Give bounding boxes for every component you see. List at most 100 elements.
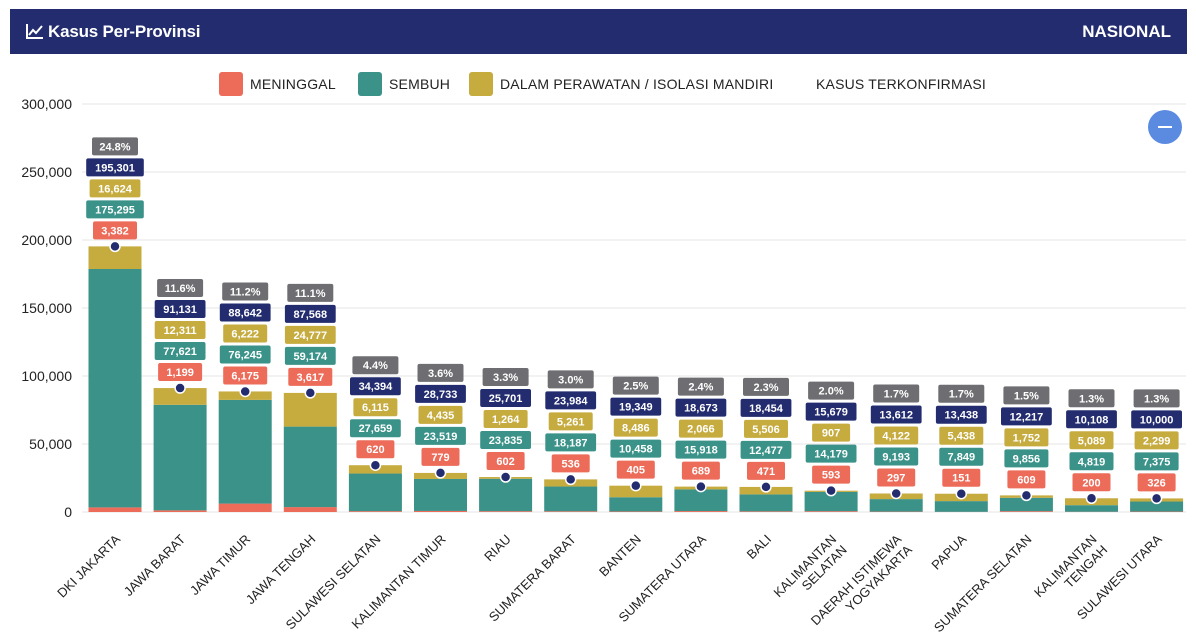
total-marker bbox=[499, 471, 512, 483]
x-category-line: JAWA TIMUR bbox=[187, 532, 253, 598]
label-percent: 2.4% bbox=[688, 382, 713, 394]
label-percent-box bbox=[743, 377, 789, 396]
label-percent: 1.5% bbox=[1014, 390, 1039, 402]
label-dalam-perawatan-box bbox=[1134, 431, 1179, 450]
y-tick-label: 200,000 bbox=[21, 232, 72, 248]
label-terkonfirmasi: 10,108 bbox=[1075, 414, 1109, 426]
label-sembuh-box bbox=[874, 447, 919, 466]
label-dalam-perawatan: 1,752 bbox=[1013, 432, 1041, 444]
x-category-label: DKI JAKARTA bbox=[54, 531, 123, 600]
total-marker bbox=[174, 382, 186, 394]
bar-meninggal bbox=[804, 511, 858, 512]
bar-sembuh bbox=[869, 499, 923, 512]
label-terkonfirmasi: 28,733 bbox=[424, 389, 458, 401]
label-percent: 4.4% bbox=[363, 360, 388, 372]
label-terkonfirmasi-box bbox=[480, 389, 531, 408]
bar-sembuh bbox=[414, 478, 467, 511]
label-dalam-perawatan: 5,261 bbox=[557, 416, 585, 428]
label-dalam-perawatan-box bbox=[483, 410, 528, 429]
total-marker bbox=[369, 459, 382, 471]
label-terkonfirmasi-box bbox=[154, 300, 206, 319]
label-percent-box bbox=[92, 137, 138, 156]
label-meninggal: 3,382 bbox=[101, 225, 129, 237]
total-marker bbox=[1085, 492, 1098, 505]
legend-item-kasus-terkonfirmasi[interactable]: KASUS TERKONFIRMASI bbox=[816, 72, 986, 96]
label-sembuh-box bbox=[154, 342, 206, 361]
label-sembuh: 14,179 bbox=[814, 449, 848, 461]
label-percent-box bbox=[1068, 389, 1115, 408]
legend-label: KASUS TERKONFIRMASI bbox=[816, 76, 987, 92]
bar-sembuh bbox=[153, 404, 207, 511]
label-dalam-perawatan-box bbox=[744, 419, 788, 438]
label-percent: 11.1% bbox=[295, 288, 326, 300]
label-dalam-perawatan: 12,311 bbox=[164, 325, 197, 337]
y-tick-label: 0 bbox=[64, 504, 72, 520]
total-marker bbox=[890, 487, 902, 500]
bar-meninggal bbox=[479, 511, 533, 512]
label-terkonfirmasi: 15,679 bbox=[814, 407, 848, 419]
label-percent-box bbox=[873, 384, 920, 403]
bar-meninggal bbox=[218, 503, 272, 512]
label-dalam-perawatan-box bbox=[353, 398, 398, 417]
label-terkonfirmasi-box bbox=[219, 303, 271, 322]
bar-sembuh bbox=[283, 426, 337, 508]
y-tick-label: 100,000 bbox=[21, 368, 72, 384]
total-marker bbox=[1020, 489, 1033, 502]
label-meninggal-box bbox=[1072, 473, 1111, 492]
bar-meninggal bbox=[414, 510, 467, 512]
label-dalam-perawatan: 4,122 bbox=[882, 430, 910, 442]
label-terkonfirmasi-box bbox=[350, 377, 401, 396]
label-dalam-perawatan-box bbox=[1004, 428, 1049, 447]
label-dalam-perawatan: 6,115 bbox=[362, 402, 389, 414]
label-meninggal: 297 bbox=[887, 472, 905, 484]
label-sembuh: 77,621 bbox=[163, 346, 197, 358]
label-terkonfirmasi-box bbox=[870, 405, 922, 424]
x-category-label: BALI bbox=[744, 532, 775, 563]
label-percent-box bbox=[677, 377, 724, 396]
label-meninggal: 3,617 bbox=[297, 372, 325, 384]
label-percent: 3.6% bbox=[428, 368, 453, 380]
bar-sembuh bbox=[739, 494, 793, 512]
label-dalam-perawatan: 5,438 bbox=[948, 431, 976, 443]
label-dalam-perawatan-box bbox=[939, 426, 984, 445]
label-sembuh: 7,849 bbox=[948, 452, 976, 464]
label-meninggal-box bbox=[551, 454, 590, 473]
bar-sembuh bbox=[609, 497, 663, 512]
bar-meninggal bbox=[153, 510, 207, 512]
label-meninggal: 6,175 bbox=[231, 370, 259, 382]
bar-sembuh bbox=[934, 501, 988, 512]
label-meninggal-box bbox=[486, 452, 525, 471]
label-meninggal: 689 bbox=[692, 466, 710, 478]
label-meninggal-box bbox=[616, 460, 655, 479]
label-terkonfirmasi: 18,673 bbox=[684, 403, 718, 415]
legend-label: DALAM PERAWATAN / ISOLASI MANDIRI bbox=[500, 76, 774, 92]
label-sembuh: 12,477 bbox=[749, 445, 783, 457]
bar-meninggal bbox=[999, 511, 1053, 512]
zoom-out-button[interactable] bbox=[1148, 110, 1182, 144]
y-tick-label: 300,000 bbox=[21, 96, 72, 112]
bar-meninggal bbox=[674, 511, 728, 512]
label-sembuh: 4,819 bbox=[1078, 456, 1106, 468]
legend-item-sembuh[interactable]: SEMBUH bbox=[358, 72, 450, 96]
bar-dalam-perawatan bbox=[609, 485, 663, 498]
chart-header: Kasus Per-Provinsi NASIONAL bbox=[10, 9, 1187, 54]
bar-sembuh bbox=[1065, 505, 1118, 512]
label-percent-box bbox=[1133, 389, 1180, 408]
label-terkonfirmasi-box bbox=[1131, 410, 1182, 429]
legend-item-dalam-perawatan[interactable]: DALAM PERAWATAN / ISOLASI MANDIRI bbox=[469, 72, 773, 96]
legend-swatch bbox=[219, 72, 243, 96]
label-meninggal: 779 bbox=[431, 452, 449, 464]
label-terkonfirmasi: 91,131 bbox=[163, 304, 197, 316]
legend-label: SEMBUH bbox=[389, 76, 451, 92]
label-percent: 11.2% bbox=[230, 286, 261, 298]
legend-swatch bbox=[469, 72, 493, 96]
label-terkonfirmasi-box bbox=[284, 304, 336, 323]
total-marker bbox=[304, 387, 317, 399]
total-marker bbox=[1150, 492, 1163, 505]
label-terkonfirmasi-box bbox=[675, 398, 727, 417]
label-dalam-perawatan: 2,299 bbox=[1143, 435, 1171, 447]
label-sembuh-box bbox=[415, 426, 466, 445]
legend-item-meninggal[interactable]: MENINGGAL bbox=[219, 72, 336, 96]
label-percent: 1.7% bbox=[884, 388, 909, 400]
